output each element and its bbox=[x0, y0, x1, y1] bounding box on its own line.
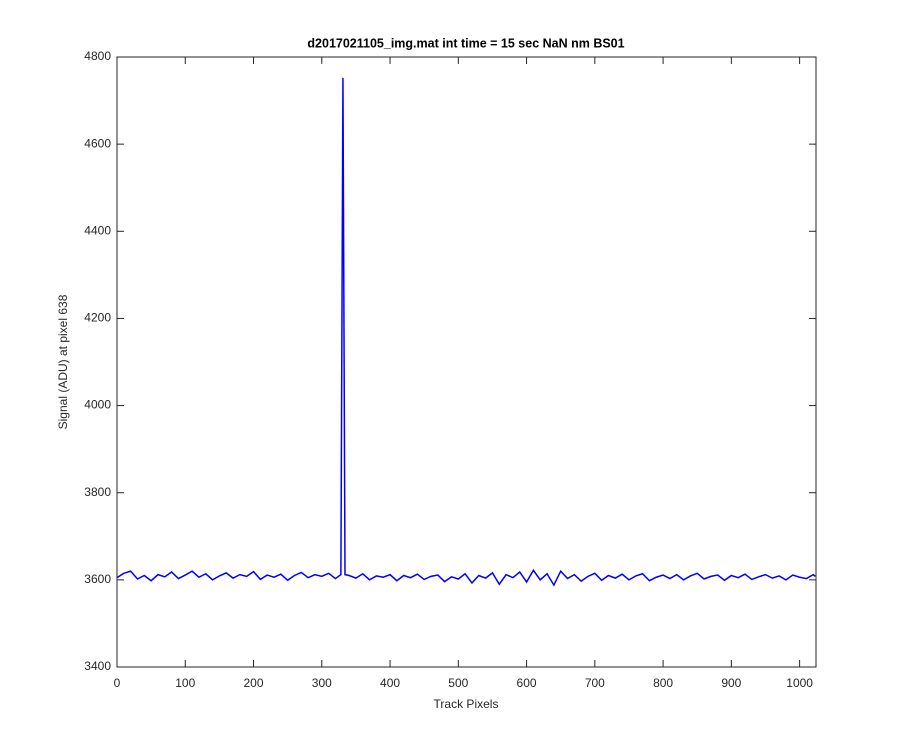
y-tick-label: 4000 bbox=[84, 398, 111, 412]
y-tick-label: 4600 bbox=[84, 136, 111, 150]
x-tick-label: 300 bbox=[312, 676, 332, 690]
plot-frame bbox=[116, 56, 817, 668]
x-axis-label: Track Pixels bbox=[434, 697, 499, 711]
y-tick-label: 4800 bbox=[84, 49, 111, 63]
x-tick-label: 500 bbox=[448, 676, 468, 690]
y-axis-label: Signal (ADU) at pixel 638 bbox=[56, 294, 70, 429]
x-tick-label: 0 bbox=[114, 676, 121, 690]
x-tick-label: 700 bbox=[585, 676, 605, 690]
y-tick-label: 3600 bbox=[84, 572, 111, 586]
x-tick-label: 800 bbox=[653, 676, 673, 690]
x-tick-label: 200 bbox=[244, 676, 264, 690]
x-tick-label: 1000 bbox=[786, 676, 813, 690]
y-tick-label: 3400 bbox=[84, 659, 111, 673]
y-tick-label: 4200 bbox=[84, 311, 111, 325]
x-tick-label: 900 bbox=[721, 676, 741, 690]
x-tick-label: 400 bbox=[380, 676, 400, 690]
data-line bbox=[116, 77, 816, 587]
y-tick-label: 4400 bbox=[84, 223, 111, 237]
x-tick-label: 600 bbox=[517, 676, 537, 690]
x-tick-label: 100 bbox=[175, 676, 195, 690]
y-tick-label: 3800 bbox=[84, 485, 111, 499]
chart-title: d2017021105_img.mat int time = 15 sec Na… bbox=[307, 36, 624, 50]
